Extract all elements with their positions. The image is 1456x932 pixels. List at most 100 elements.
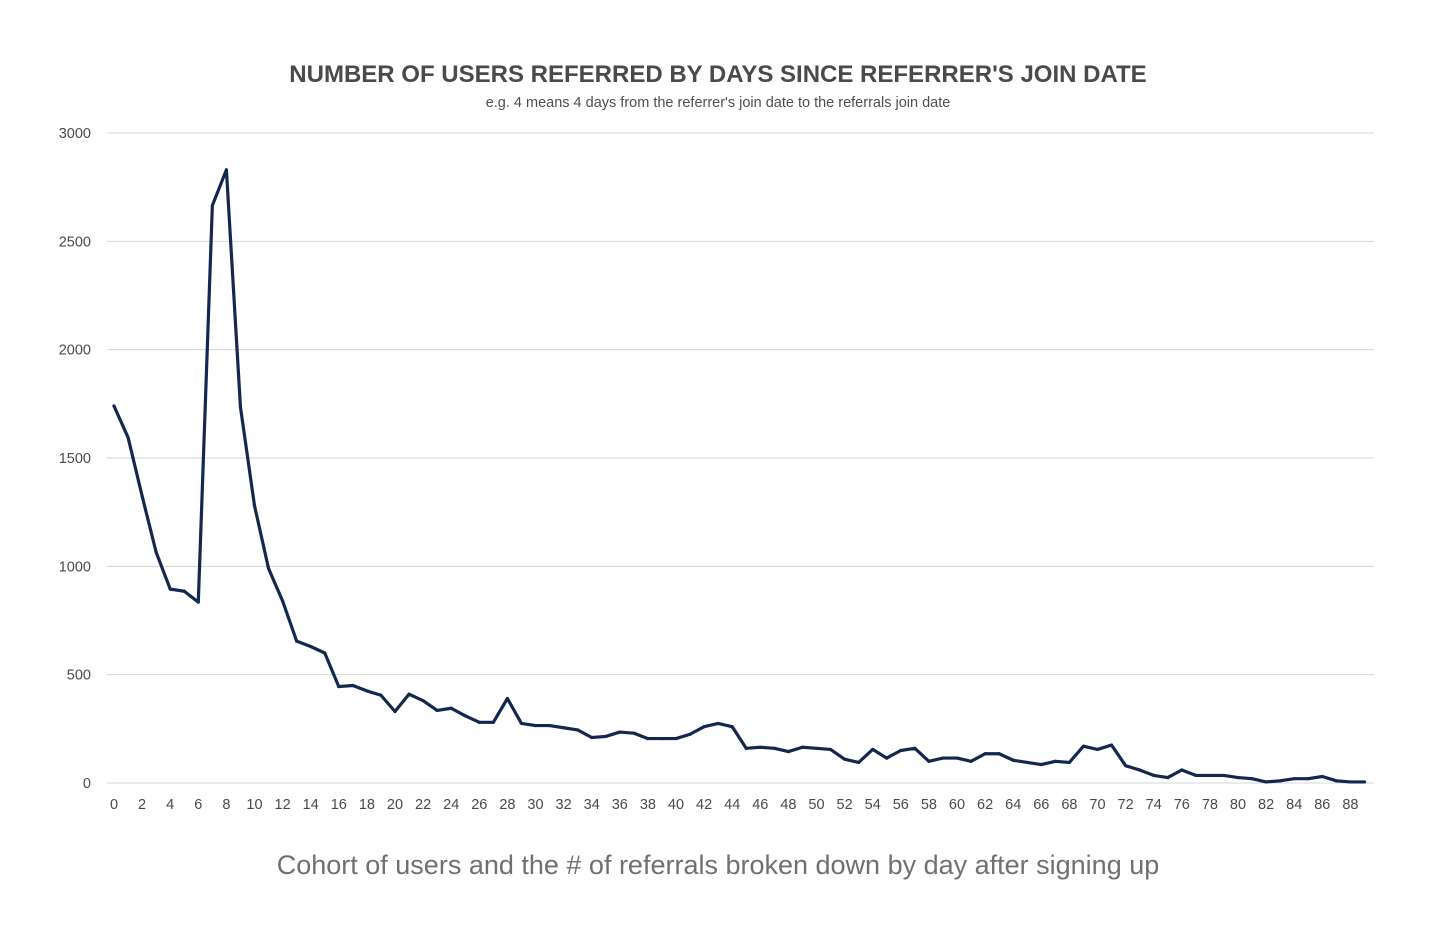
data-point [505, 696, 509, 701]
x-tick-label: 20 [387, 797, 403, 813]
x-axis-ticks: 0 2 4 6 8 10 12 14 16 18 20 22 24 26 28 30 32 34 36 38 40 42 4… [110, 797, 1359, 813]
data-point [224, 168, 228, 172]
y-axis-ticks: 0 500 1000 1500 2000 2500 3000 [59, 126, 91, 792]
data-point [547, 723, 552, 728]
data-point [576, 728, 580, 732]
x-tick-label: 54 [865, 797, 881, 813]
x-tick-label: 32 [556, 797, 572, 813]
data-point [786, 749, 791, 754]
data-point [1039, 762, 1043, 767]
data-point [533, 723, 538, 728]
data-point [1067, 760, 1071, 765]
data-point [913, 746, 917, 750]
data-point [1180, 768, 1184, 772]
data-point [1278, 779, 1282, 783]
data-point [238, 405, 243, 409]
data-point [182, 589, 186, 593]
x-tick-label: 18 [359, 797, 375, 813]
x-tick-label: 30 [527, 797, 543, 813]
data-point [421, 699, 425, 703]
data-point [828, 747, 833, 752]
chart-subtitle: e.g. 4 means 4 days from the referrer's … [486, 95, 951, 111]
x-tick-label: 38 [640, 797, 656, 813]
data-point [899, 748, 903, 753]
data-point [1208, 773, 1212, 778]
x-tick-label: 22 [415, 797, 431, 813]
data-point [393, 709, 397, 714]
data-point [407, 692, 411, 696]
x-tick-label: 36 [612, 797, 628, 813]
x-tick-label: 14 [303, 797, 319, 813]
data-point [955, 756, 959, 760]
data-point [519, 721, 524, 726]
data-point [941, 756, 945, 760]
x-tick-label: 70 [1089, 797, 1105, 813]
data-point [604, 734, 608, 739]
data-point [1081, 744, 1086, 748]
x-tick-label: 28 [499, 797, 515, 813]
x-tick-label: 6 [194, 797, 202, 813]
data-point [730, 725, 734, 729]
data-point [252, 504, 257, 508]
x-tick-label: 62 [977, 797, 993, 813]
data-point [871, 747, 875, 752]
data-point [1236, 775, 1240, 780]
x-tick-label: 72 [1118, 797, 1134, 813]
data-point [140, 494, 144, 498]
gridlines [107, 132, 1374, 784]
data-point [1166, 775, 1170, 780]
data-point [379, 693, 383, 697]
x-tick-label: 68 [1061, 797, 1077, 813]
data-point [646, 736, 650, 741]
data-point [1138, 768, 1142, 772]
data-point [758, 745, 762, 749]
data-point [491, 720, 495, 724]
y-tick-label: 1000 [59, 559, 91, 575]
data-point [969, 759, 973, 763]
data-point [632, 731, 636, 735]
data-point [1053, 759, 1057, 763]
x-tick-label: 52 [837, 797, 853, 813]
data-point [1109, 743, 1114, 747]
data-point [210, 203, 214, 208]
x-tick-label: 64 [1005, 797, 1021, 813]
x-tick-label: 80 [1230, 797, 1246, 813]
data-point [562, 726, 566, 730]
data-point [1264, 780, 1268, 784]
x-tick-label: 0 [110, 797, 118, 813]
data-point [1334, 779, 1338, 783]
y-tick-label: 1500 [59, 451, 91, 467]
data-point [154, 550, 158, 554]
data-point [295, 639, 299, 643]
y-tick-label: 3000 [59, 126, 91, 142]
x-tick-label: 12 [275, 797, 291, 813]
series-line-0 [112, 168, 1367, 784]
x-tick-label: 2 [138, 797, 146, 813]
y-tick-label: 2000 [59, 343, 91, 359]
data-point [1320, 774, 1324, 779]
data-point [1250, 777, 1254, 781]
x-tick-label: 8 [222, 797, 230, 813]
x-tick-label: 24 [443, 797, 459, 813]
data-point [365, 689, 369, 693]
x-tick-label: 66 [1033, 797, 1049, 813]
data-point [1362, 780, 1367, 784]
y-tick-label: 500 [67, 668, 91, 684]
data-point [716, 721, 720, 726]
data-point [449, 706, 453, 710]
x-tick-label: 44 [724, 797, 740, 813]
chart-title: NUMBER OF USERS REFERRED BY DAYS SINCE R… [289, 61, 1146, 88]
data-point [660, 736, 664, 741]
x-tick-label: 56 [893, 797, 909, 813]
data-point [1124, 764, 1128, 768]
data-point [843, 757, 847, 761]
data-point [674, 736, 678, 741]
x-tick-label: 50 [808, 797, 824, 813]
x-tick-label: 58 [921, 797, 937, 813]
data-point [477, 720, 481, 724]
data-point [857, 760, 861, 765]
x-tick-label: 40 [668, 797, 684, 813]
data-point [463, 714, 467, 718]
x-tick-label: 34 [584, 797, 600, 813]
